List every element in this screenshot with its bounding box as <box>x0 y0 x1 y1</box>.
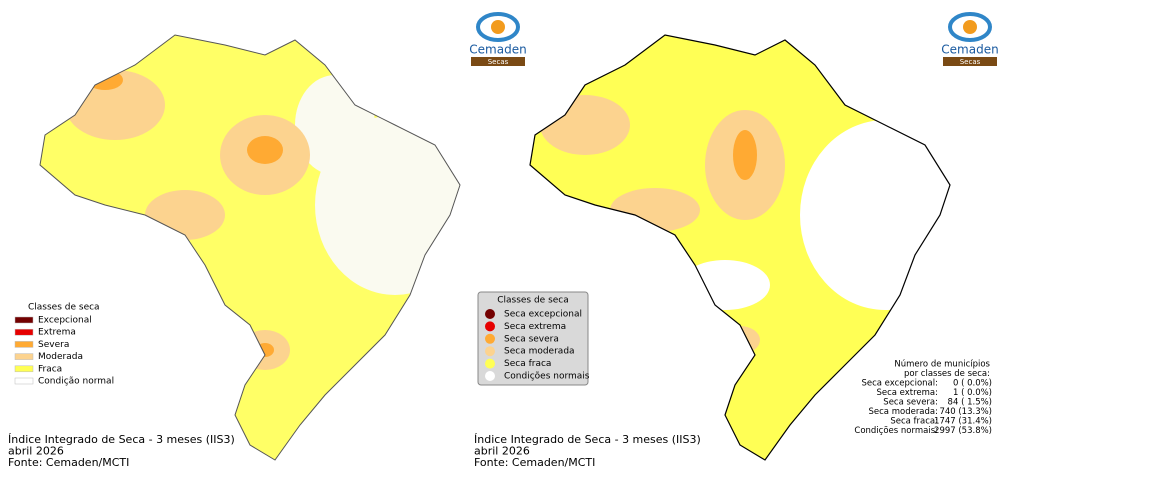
stats-value: 2997 (53.8%) <box>934 426 992 436</box>
logo-band <box>471 57 525 66</box>
logo-name: Cemaden <box>469 43 526 57</box>
legend-swatch <box>14 377 34 385</box>
caption-line: Fonte: Cemaden/MCTI <box>8 456 129 469</box>
legend-right: Classes de seca Seca excepcional Seca extr… <box>485 296 590 382</box>
legend-title: Classes de seca <box>497 296 569 306</box>
legend-label: Seca extrema <box>504 322 566 332</box>
stats-label: Condições normais: <box>854 426 938 436</box>
legend-marker <box>485 358 495 369</box>
caption-right: Índice Integrado de Seca - 3 meses (IIS3… <box>474 433 701 469</box>
logo-iris <box>963 20 977 34</box>
logo-sub: Secas <box>960 58 981 66</box>
logo-band <box>943 57 997 66</box>
logo-name: Cemaden <box>941 43 998 57</box>
legend-marker <box>485 333 495 344</box>
legend-label: Fraca <box>38 364 62 374</box>
legend-label: Seca fraca <box>504 359 551 369</box>
legend-label: Seca moderada <box>504 347 575 357</box>
legend-swatch <box>14 316 34 324</box>
legend-swatch <box>14 353 34 360</box>
stats-label: Seca excepcional: <box>861 379 938 389</box>
legend-swatch <box>14 341 34 348</box>
legend-swatch <box>14 365 34 373</box>
stats-label: Seca moderada: <box>869 407 939 417</box>
logo-eye <box>476 12 520 42</box>
stats-value: 740 (13.3%) <box>939 407 992 417</box>
stats-value: 1747 (31.4%) <box>934 417 992 427</box>
stats-label: Seca severa: <box>883 398 938 408</box>
caption-line: Fonte: Cemaden/MCTI <box>474 456 595 469</box>
stats-value: 84 ( 1.5%) <box>948 398 992 408</box>
legend-label: Condição normal <box>38 377 114 387</box>
stats-title: por classes de seca: <box>904 369 990 379</box>
legend-label: Moderada <box>38 352 83 362</box>
caption-line: abril 2026 <box>474 445 530 458</box>
legend-label: Extrema <box>38 328 76 338</box>
legend-label: Excepcional <box>38 316 92 326</box>
stats-label: Seca extrema: <box>876 388 938 398</box>
caption-left: Índice Integrado de Seca - 3 meses (IIS3… <box>8 433 235 469</box>
legend-label: Severa <box>38 340 69 350</box>
stats-value: 0 ( 0.0%) <box>953 379 992 389</box>
logo-eye <box>948 12 992 42</box>
caption-line: Índice Integrado de Seca - 3 meses (IIS3… <box>8 433 235 446</box>
legend-swatch <box>14 328 34 336</box>
stats-value: 1 ( 0.0%) <box>953 388 992 398</box>
legend-left: Classes de seca Excepcional Extrema Severa M… <box>14 303 114 387</box>
map-left <box>39 34 461 461</box>
legend-box <box>477 291 589 386</box>
caption-line: Índice Integrado de Seca - 3 meses (IIS3… <box>474 433 701 446</box>
logo-iris <box>491 20 505 34</box>
caption-line: abril 2026 <box>8 445 64 458</box>
legend-marker <box>485 321 495 332</box>
legend-label: Seca excepcional <box>504 310 582 320</box>
stats-label: Seca fraca: <box>890 417 938 427</box>
legend-marker <box>485 371 495 381</box>
legend-title: Classes de seca <box>28 303 100 313</box>
legend-label: Seca severa <box>504 334 559 344</box>
logo-sub: Secas <box>488 58 509 66</box>
legend-marker <box>485 309 495 319</box>
legend-label: Condições normais <box>504 372 590 382</box>
stats-title: Número de municípios <box>894 360 990 370</box>
legend-marker <box>485 346 495 357</box>
